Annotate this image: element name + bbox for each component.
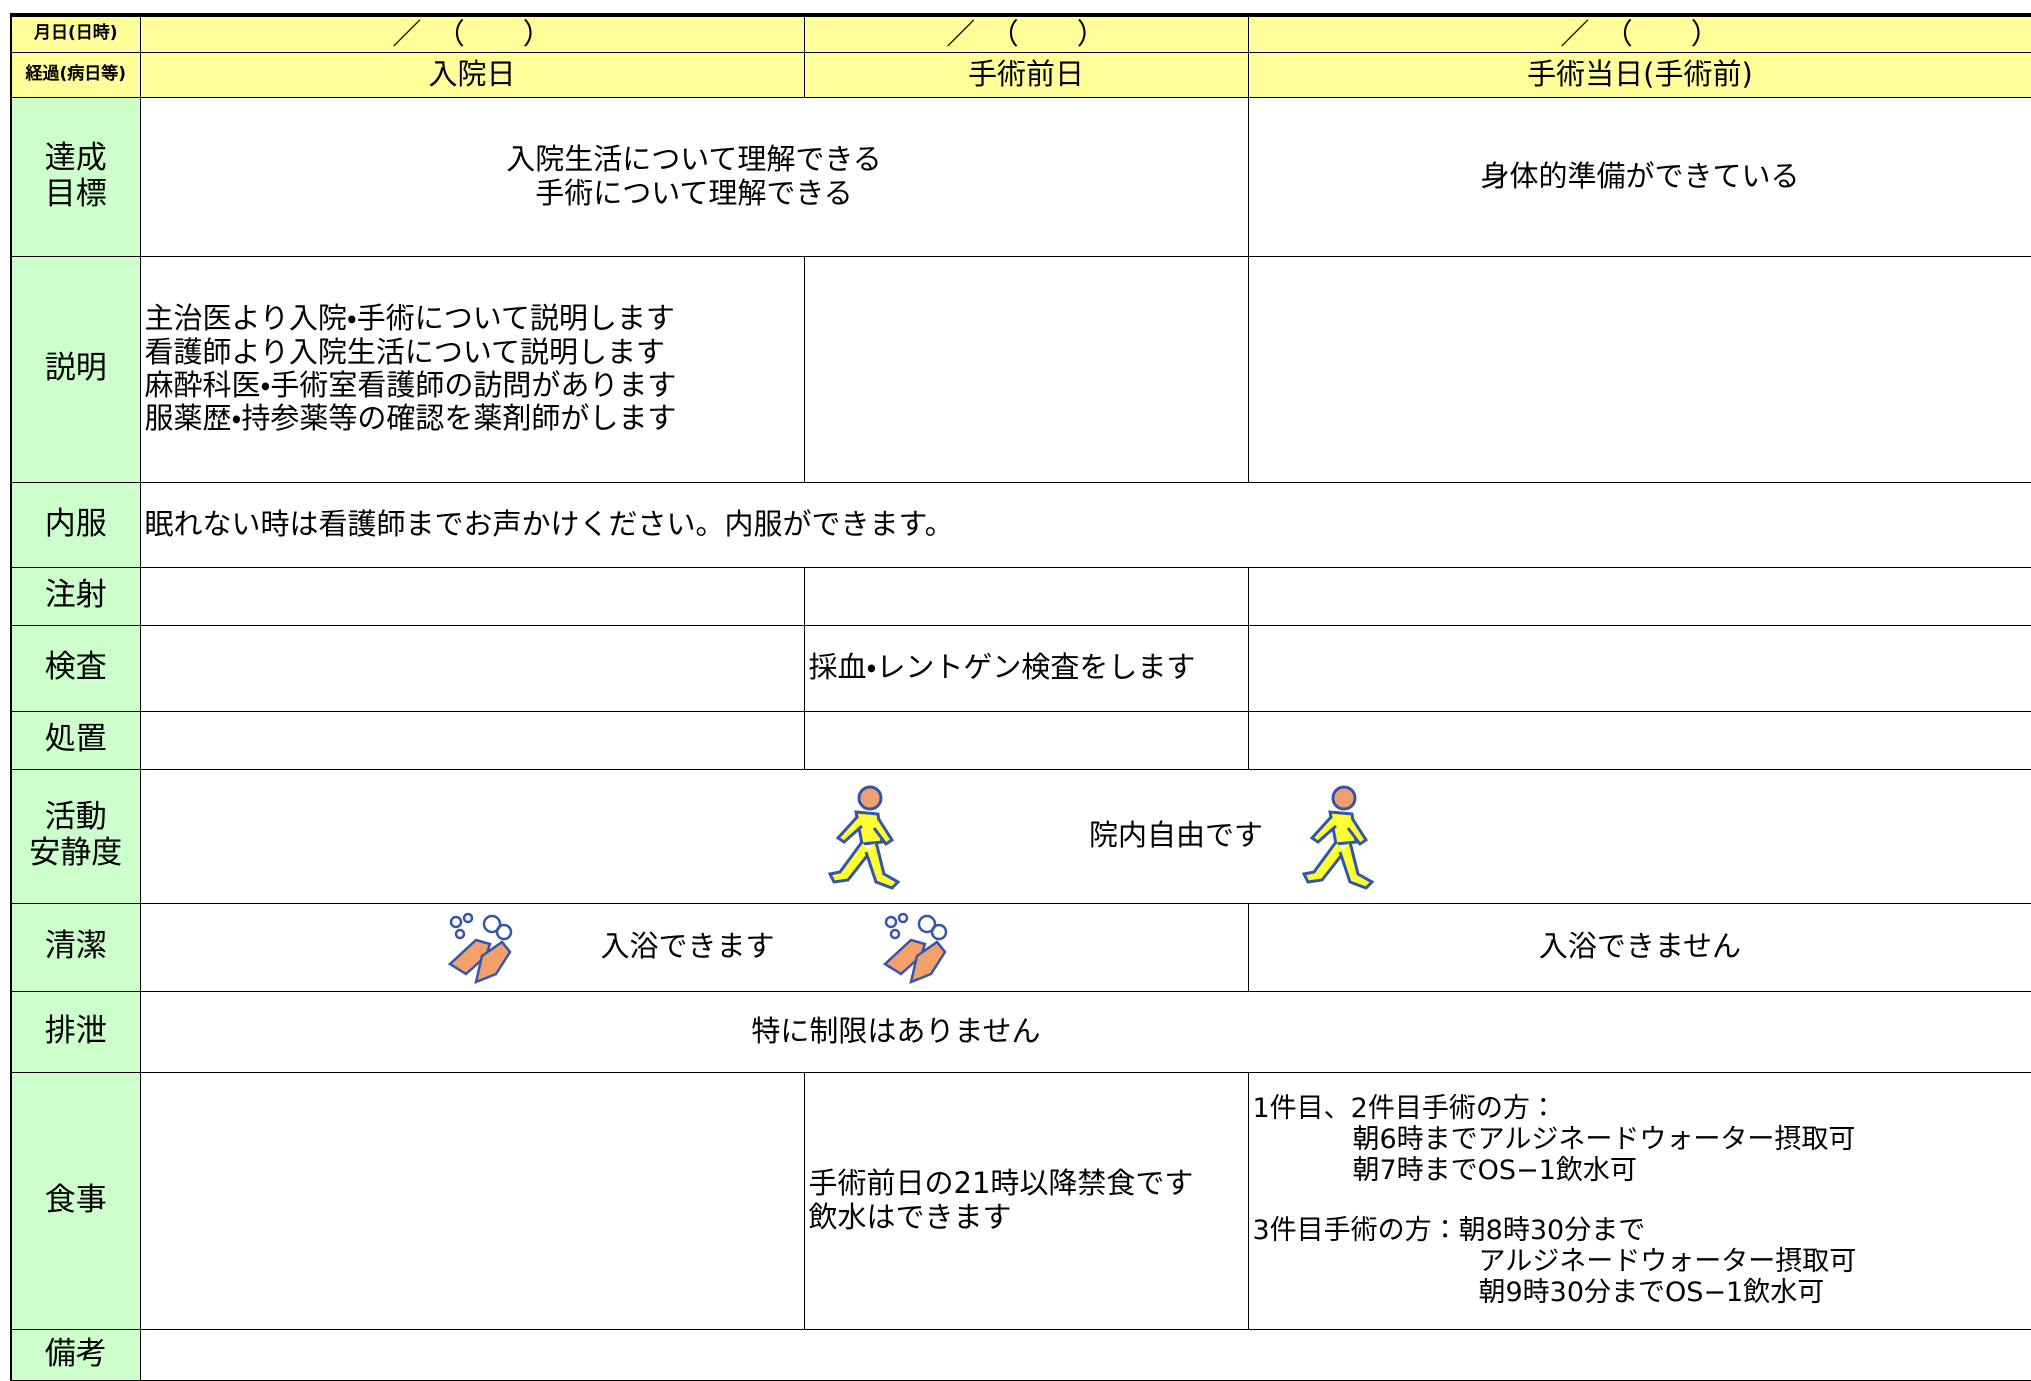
stage-row: 経過(病日等) 入院日 手術前日 手術当日(手術前) (11, 52, 2031, 97)
injection-row: 注射 (11, 567, 2031, 625)
walking-icon (1296, 782, 1376, 894)
cell: 入浴できません (1248, 903, 2031, 991)
excretion-row: 排泄 特に制限はありません (11, 991, 2031, 1072)
date-cell: ／ （ ） (1248, 15, 2031, 52)
handwash-icon (881, 912, 951, 984)
cell (140, 625, 804, 711)
text-line: 眠れない時は看護師までお声かけください。内服ができます。 (145, 508, 2028, 541)
treatment-row: 処置 (11, 711, 2031, 769)
row-label: 内服 (11, 482, 140, 567)
row-label: 説明 (11, 256, 140, 482)
text-line: 身体的準備ができている (1253, 160, 2028, 193)
cell (140, 1329, 2031, 1380)
date-row: 月日(日時) ／ （ ） ／ （ ） ／ （ ） (11, 15, 2031, 52)
text-line: 麻酔科医・手術室看護師の訪問があります (145, 369, 800, 402)
cell (1248, 256, 2031, 482)
cell (1248, 625, 2031, 711)
goal-row: 達成目標 入院生活について理解できる手術について理解できる 身体的準備ができてい… (11, 97, 2031, 256)
handwash-icon (446, 912, 516, 984)
cell (140, 567, 804, 625)
cell: 入浴できます (140, 903, 1248, 991)
remarks-row: 備考 (11, 1329, 2031, 1380)
cell: 手術前日の21時以降禁食です飲水はできます (804, 1072, 1248, 1329)
label-line: 活動 (16, 800, 136, 836)
row-label: 活動安静度 (11, 769, 140, 903)
cell: 採血・レントゲン検査をします (804, 625, 1248, 711)
text-line: 主治医より入院・手術について説明します (145, 302, 800, 335)
row-label: 経過(病日等) (11, 52, 140, 97)
cell: 眠れない時は看護師までお声かけください。内服ができます。 (140, 482, 2031, 567)
text-line: 採血・レントゲン検査をします (809, 651, 1244, 684)
cell (1248, 567, 2031, 625)
text-line: 入浴できます (601, 930, 775, 963)
cell: 特に制限はありません (140, 991, 2031, 1072)
text-line: 入浴できません (1253, 930, 2028, 963)
activity-row: 活動安静度 院内自由です (11, 769, 2031, 903)
meal-row: 食事 手術前日の21時以降禁食です飲水はできます 1件目、2件目手術の方： 朝6… (11, 1072, 2031, 1329)
text-line: 看護師より入院生活について説明します (145, 336, 800, 369)
cell: 主治医より入院・手術について説明します看護師より入院生活について説明します麻酔科… (140, 256, 804, 482)
stage-cell: 手術前日 (804, 52, 1248, 97)
row-label: 備考 (11, 1329, 140, 1380)
text-line: 飲水はできます (809, 1201, 1244, 1234)
row-label: 注射 (11, 567, 140, 625)
text-line: 朝9時30分までOS−1飲水可 (1253, 1277, 2028, 1308)
text-line: 3件目手術の方：朝8時30分まで (1253, 1215, 2028, 1246)
text-line: 手術について理解できる (145, 177, 1244, 210)
stage-cell: 入院日 (140, 52, 804, 97)
text-wrap: 院内自由です (141, 770, 2031, 903)
cell (1248, 711, 2031, 769)
text-line: 特に制限はありません (145, 1015, 2028, 1048)
cell: 1件目、2件目手術の方： 朝6時までアルジネードウォーター摂取可 朝7時までOS… (1248, 1072, 2031, 1329)
text-line: 手術前日の21時以降禁食です (809, 1167, 1244, 1200)
row-label: 達成目標 (11, 97, 140, 256)
row-label: 清潔 (11, 903, 140, 991)
cell (140, 711, 804, 769)
cell (140, 1072, 804, 1329)
label-line: 安静度 (16, 836, 136, 872)
text-line: 朝6時までアルジネードウォーター摂取可 (1253, 1124, 2028, 1155)
exam-row: 検査 採血・レントゲン検査をします (11, 625, 2031, 711)
text-line: 院内自由です (1089, 819, 1263, 852)
text-line: 朝7時までOS−1飲水可 (1253, 1155, 2028, 1186)
medication-row: 内服 眠れない時は看護師までお声かけください。内服ができます。 (11, 482, 2031, 567)
date-cell: ／ （ ） (804, 15, 1248, 52)
cell: 身体的準備ができている (1248, 97, 2031, 256)
cell: 院内自由です (140, 769, 2031, 903)
text-line: 入院生活について理解できる (145, 143, 1244, 176)
hygiene-row: 清潔 入浴できます 入浴できません (11, 903, 2031, 991)
text-line: 1件目、2件目手術の方： (1253, 1093, 2028, 1124)
date-cell: ／ （ ） (140, 15, 804, 52)
row-label: 検査 (11, 625, 140, 711)
label-line: 目標 (16, 177, 136, 213)
text-line: アルジネードウォーター摂取可 (1253, 1246, 2028, 1277)
text-line: 服薬歴・持参薬等の確認を薬剤師がします (145, 402, 800, 435)
row-label: 処置 (11, 711, 140, 769)
label-line: 達成 (16, 141, 136, 177)
stage-cell: 手術当日(手術前) (1248, 52, 2031, 97)
cell: 入院生活について理解できる手術について理解できる (140, 97, 1248, 256)
row-label: 排泄 (11, 991, 140, 1072)
cell (804, 256, 1248, 482)
clinical-path-table: 月日(日時) ／ （ ） ／ （ ） ／ （ ） 経過(病日等) 入院日 手術前… (10, 13, 2031, 1381)
row-label: 月日(日時) (11, 15, 140, 52)
row-label: 食事 (11, 1072, 140, 1329)
explanation-row: 説明 主治医より入院・手術について説明します看護師より入院生活について説明します… (11, 256, 2031, 482)
text-wrap: 入浴できます (601, 904, 775, 991)
cell (804, 567, 1248, 625)
cell (804, 711, 1248, 769)
